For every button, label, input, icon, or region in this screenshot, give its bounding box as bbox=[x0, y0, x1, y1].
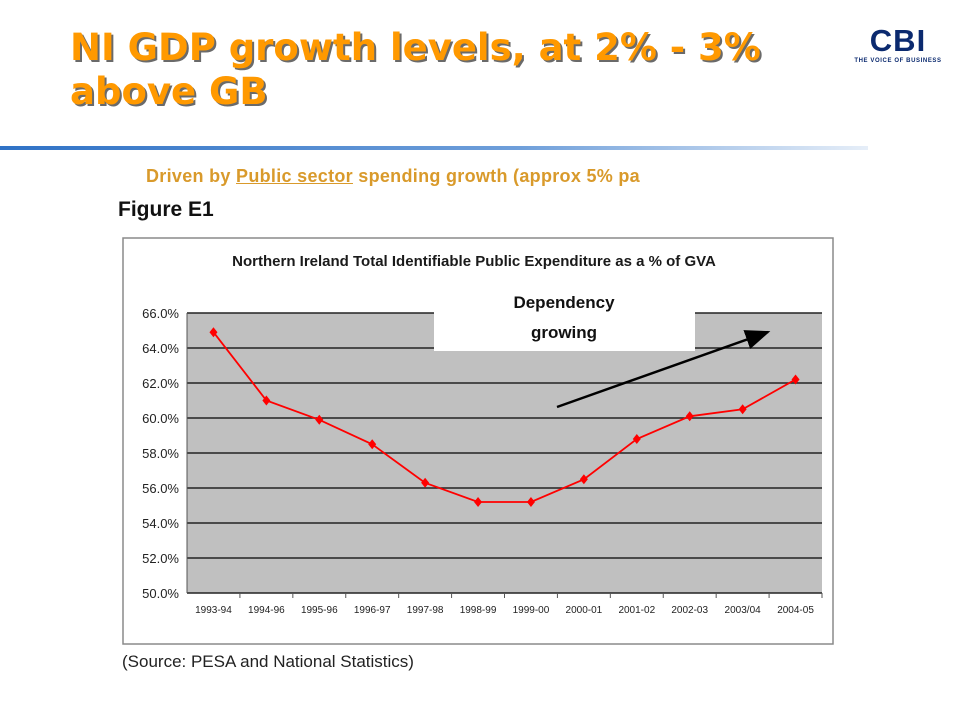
x-tick-label: 1993-94 bbox=[195, 605, 232, 616]
annotation-box bbox=[434, 300, 695, 351]
x-tick-label: 1999-00 bbox=[513, 605, 550, 616]
y-axis-ticks: 50.0% 52.0% 54.0% 56.0% 58.0% 60.0% 62.0% 64.0%… bbox=[142, 306, 179, 601]
slide-title: NI GDP growth levels, at 2% - 3% above G… bbox=[70, 26, 761, 113]
figure-label: Figure E1 bbox=[118, 198, 214, 221]
source-note: (Source: PESA and National Statistics) bbox=[122, 652, 414, 671]
annotation-line-1: Dependency bbox=[513, 293, 615, 312]
data-point bbox=[791, 374, 800, 385]
y-tick-label: 56.0% bbox=[142, 481, 179, 496]
logo-letters: CBI bbox=[869, 23, 927, 58]
x-tick-label: 1995-96 bbox=[301, 605, 338, 616]
x-tick-label: 1998-99 bbox=[460, 605, 497, 616]
x-tick-label: 2003/04 bbox=[725, 605, 762, 616]
data-point bbox=[579, 474, 588, 485]
data-point bbox=[738, 404, 747, 415]
y-tick-label: 60.0% bbox=[142, 411, 179, 426]
data-point bbox=[209, 327, 218, 338]
y-tick-label: 62.0% bbox=[142, 376, 179, 391]
logo-tagline: THE VOICE OF BUSINESS bbox=[854, 58, 942, 64]
data-point bbox=[421, 477, 430, 488]
y-tick-label: 66.0% bbox=[142, 306, 179, 321]
data-point bbox=[315, 414, 324, 425]
data-point bbox=[474, 497, 483, 507]
x-tick-label: 1996-97 bbox=[354, 605, 391, 616]
y-tick-label: 52.0% bbox=[142, 551, 179, 566]
x-axis-ticks: 1993-94 1994-96 1995-96 1996-97 1997-98 1998-… bbox=[195, 593, 823, 616]
series-line bbox=[212, 331, 796, 503]
annotation-line-2: growing bbox=[531, 323, 597, 342]
data-point bbox=[262, 395, 271, 406]
data-point bbox=[368, 439, 377, 450]
x-tick-label: 2004-05 bbox=[777, 605, 814, 616]
chart-title: Northern Ireland Total Identifiable Publ… bbox=[232, 253, 716, 270]
y-tick-label: 64.0% bbox=[142, 341, 179, 356]
cbi-logo: CBI THE VOICE OF BUSINESS bbox=[848, 24, 948, 70]
slide-subtitle: Driven by Public sector spending growth … bbox=[146, 166, 640, 187]
x-tick-label: 2001-02 bbox=[618, 605, 655, 616]
x-tick-label: 1997-98 bbox=[407, 605, 444, 616]
y-tick-label: 58.0% bbox=[142, 446, 179, 461]
series bbox=[209, 327, 800, 507]
subtitle-text-start: Driven by bbox=[146, 166, 237, 186]
y-tick-label: 50.0% bbox=[142, 586, 179, 601]
subtitle-text-end: spending growth (approx 5% pa bbox=[352, 166, 640, 186]
data-point bbox=[526, 497, 535, 507]
x-tick-label: 2000-01 bbox=[566, 605, 603, 616]
y-tick-label: 54.0% bbox=[142, 516, 179, 531]
data-point bbox=[685, 411, 694, 422]
subtitle-public-sector-link[interactable]: Public sector bbox=[236, 166, 353, 186]
x-tick-label: 1994-96 bbox=[248, 605, 285, 616]
x-tick-label: 2002-03 bbox=[671, 605, 708, 616]
trend-arrow bbox=[556, 330, 771, 409]
title-divider bbox=[0, 146, 868, 150]
data-point bbox=[632, 434, 641, 444]
